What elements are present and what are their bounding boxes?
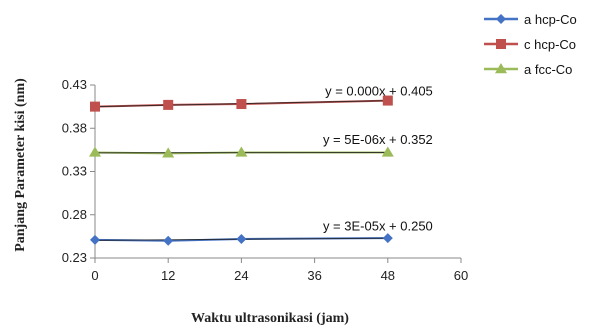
legend-marker (496, 39, 506, 49)
axes: 0.23 0.28 0.33 0.38 0.43 0 12 24 36 48 60 (62, 77, 469, 283)
trendline-equation: y = 3E-05x + 0.250 (323, 218, 433, 233)
y-tick-label: 0.33 (62, 164, 87, 179)
series-c-hcp-Co (90, 95, 393, 112)
trendline-equation: y = 0.000x + 0.405 (325, 83, 433, 98)
x-tick-label: 12 (161, 268, 175, 283)
data-point (381, 146, 394, 157)
x-tick-label: 36 (307, 268, 321, 283)
legend-item: a hcp-Co (484, 12, 577, 27)
x-tick-label: 0 (91, 268, 98, 283)
y-tick-label: 0.23 (62, 250, 87, 265)
y-tick-label: 0.28 (62, 207, 87, 222)
x-axis-title: Waktu ultrasonikasi (jam) (191, 311, 349, 326)
legend-item: c hcp-Co (484, 37, 576, 52)
series-a-hcp-Co (90, 233, 393, 246)
data-point (90, 234, 100, 245)
data-point (90, 101, 100, 112)
data-point (382, 233, 393, 244)
y-axis-title: Panjang Parameter kisi (nm) (13, 78, 28, 252)
legend-label: c hcp-Co (524, 37, 576, 52)
y-tick-label: 0.43 (62, 77, 87, 92)
annotations: y = 0.000x + 0.405 y = 5E-06x + 0.352 y = … (323, 83, 433, 233)
series-layer (89, 95, 394, 246)
data-point (89, 146, 101, 157)
data-point (163, 235, 174, 246)
legend-label: a fcc-Co (524, 62, 572, 77)
x-tick-label: 48 (381, 268, 395, 283)
trendline-equation: y = 5E-06x + 0.352 (323, 132, 433, 147)
data-point (382, 95, 393, 106)
y-tick-label: 0.38 (62, 120, 87, 135)
data-point (235, 146, 248, 157)
data-point (236, 99, 247, 110)
series-a-fcc-Co (89, 146, 394, 158)
legend-marker (496, 14, 506, 24)
legend-marker (495, 63, 507, 74)
legend-label: a hcp-Co (524, 12, 577, 27)
x-tick-label: 24 (234, 268, 248, 283)
x-tick-label: 60 (454, 268, 468, 283)
data-point (236, 233, 247, 244)
data-point (163, 99, 174, 110)
legend: a hcp-Co c hcp-Co a fcc-Co (484, 12, 577, 77)
data-point (162, 147, 175, 158)
legend-item: a fcc-Co (484, 62, 572, 77)
